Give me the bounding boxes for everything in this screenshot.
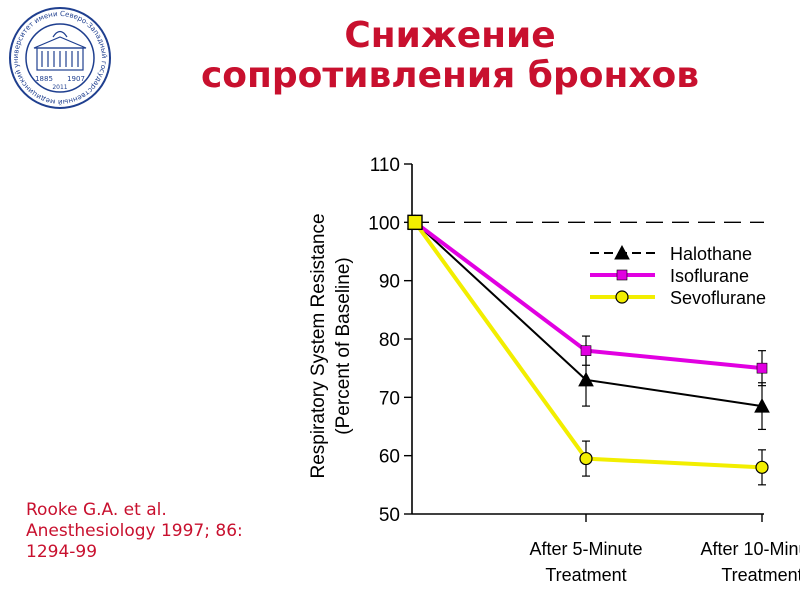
y-tick-label: 100 <box>368 213 400 234</box>
data-point-start <box>407 214 423 231</box>
legend-label-halothane: Halothane <box>670 244 752 264</box>
citation: Rooke G.A. et al. Anesthesiology 1997; 8… <box>26 500 276 563</box>
citation-line-3: 1294-99 <box>26 542 98 562</box>
citation-line-2: Anesthesiology 1997; 86: <box>26 521 243 541</box>
y-tick-label: 80 <box>379 330 400 351</box>
y-tick-label: 90 <box>379 272 400 293</box>
data-point-halothane <box>578 371 594 387</box>
building-icon <box>33 30 87 71</box>
legend-marker-sevoflurane <box>615 290 629 304</box>
slide-title: Снижение сопротивления бронхов <box>150 16 750 96</box>
data-point-halothane <box>754 398 770 413</box>
logo-year-left: 1885 <box>35 75 53 83</box>
x-category-label: Treatment <box>545 565 626 585</box>
x-category-label: After 10-Minute <box>700 539 800 559</box>
logo-year-right: 1907 <box>67 75 85 83</box>
data-point-sevoflurane <box>579 451 593 466</box>
legend-marker-isoflurane <box>616 269 628 281</box>
legend-marker-halothane <box>614 244 630 260</box>
logo-year-bottom: 2011 <box>52 84 67 91</box>
y-tick-label: 50 <box>379 505 400 526</box>
y-tick-label: 60 <box>379 447 400 468</box>
y-axis-title: Respiratory System Resistance <box>308 213 329 478</box>
legend-label-sevoflurane: Sevoflurane <box>670 288 766 308</box>
x-category-label: Treatment <box>721 565 800 585</box>
citation-line-1: Rooke G.A. et al. <box>26 500 167 520</box>
title-line-2: сопротивления бронхов <box>200 55 700 96</box>
data-point-sevoflurane <box>755 460 769 474</box>
university-logo: Северо-Западный государственный медицинс… <box>4 4 111 109</box>
x-category-label: After 5-Minute <box>529 539 642 559</box>
title-line-1: Снижение <box>344 15 556 56</box>
y-tick-label: 70 <box>379 388 400 409</box>
y-tick-label: 110 <box>370 155 400 176</box>
y-axis-subtitle: (Percent of Baseline) <box>333 257 354 434</box>
data-point-isoflurane <box>756 362 768 374</box>
legend-label-isoflurane: Isoflurane <box>670 266 749 286</box>
data-point-isoflurane <box>580 345 592 356</box>
